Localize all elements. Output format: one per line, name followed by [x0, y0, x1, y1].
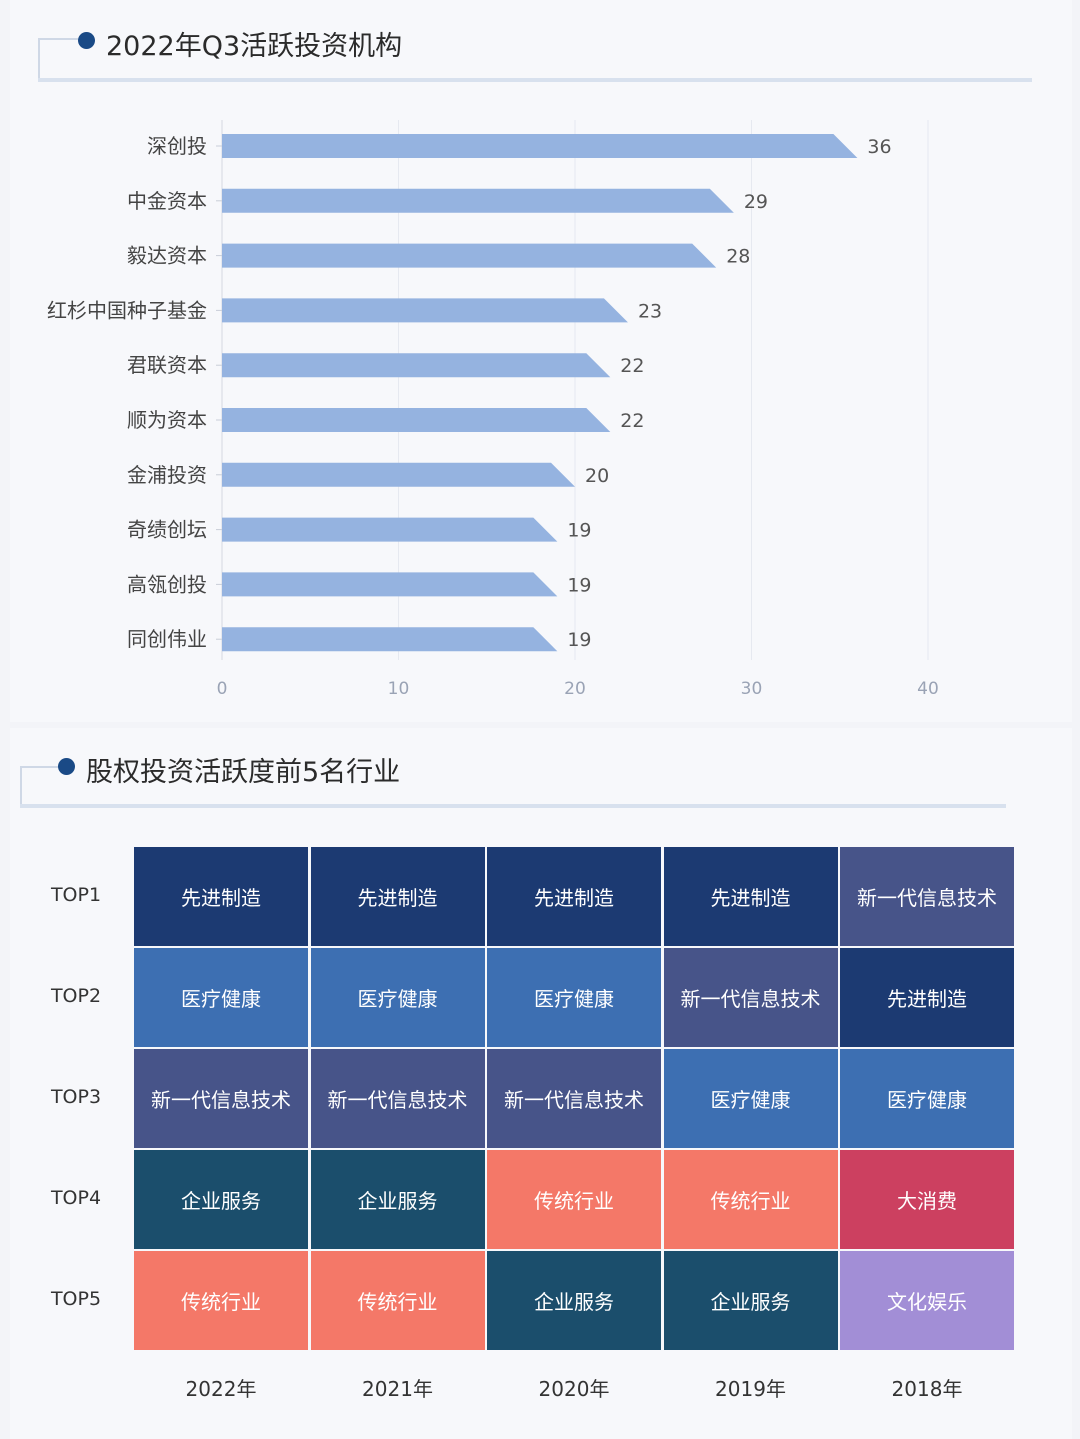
- bar-value-label: 22: [620, 355, 644, 377]
- y-category-label: 红杉中国种子基金: [47, 298, 207, 322]
- x-tick-label: 20: [564, 679, 586, 699]
- title-underline: [20, 804, 1006, 808]
- bar-value-label: 20: [585, 465, 609, 487]
- title-bracket-vertical: [38, 38, 40, 82]
- bar-value-label: 36: [867, 136, 891, 158]
- bar-chart-title: 2022年Q3活跃投资机构: [106, 31, 403, 62]
- y-category-label: 金浦投资: [127, 463, 207, 487]
- x-tick-label: 10: [388, 679, 410, 699]
- y-category-label: 同创伟业: [127, 627, 207, 651]
- title-bracket-top: [38, 38, 78, 40]
- bar: [222, 517, 558, 542]
- y-category-label: 顺为资本: [127, 408, 207, 432]
- heatmap-title: 股权投资活跃度前5名行业: [86, 757, 401, 788]
- title-bullet-icon: [58, 758, 75, 775]
- bar: [222, 134, 858, 158]
- y-category-label: 君联资本: [127, 353, 207, 377]
- y-category-label: 中金资本: [127, 189, 207, 213]
- heatmap-panel: [10, 728, 1072, 1439]
- y-category-label: 高瓴创投: [127, 572, 207, 596]
- bar-value-label: 19: [567, 629, 591, 651]
- bar-value-label: 29: [744, 191, 768, 213]
- x-tick-label: 30: [741, 679, 763, 699]
- title-bracket-top: [20, 766, 60, 768]
- bar: [222, 243, 717, 268]
- x-tick-label: 0: [217, 679, 228, 699]
- y-category-label: 毅达资本: [127, 244, 207, 268]
- title-bullet-icon: [78, 32, 95, 49]
- bar: [222, 462, 575, 487]
- title-bracket-vertical: [20, 766, 22, 808]
- bar: [222, 298, 628, 323]
- y-category-label: 奇绩创坛: [127, 518, 207, 542]
- bar: [222, 408, 611, 432]
- x-tick-label: 40: [917, 679, 939, 699]
- bar-value-label: 28: [726, 246, 750, 268]
- bar-chart: 0 10 20 30 40 深创投 36 中金资本 29 毅达资本 28 红杉中国种子基金 23 君联资…: [47, 120, 939, 699]
- bar-value-label: 19: [567, 574, 591, 596]
- bar-value-label: 22: [620, 410, 644, 432]
- y-category-label: 深创投: [147, 134, 207, 158]
- bar: [222, 353, 611, 378]
- bar: [222, 627, 558, 652]
- title-underline: [38, 78, 1032, 82]
- bar: [222, 188, 734, 213]
- bar-value-label: 19: [567, 520, 591, 542]
- bar: [222, 572, 558, 597]
- bar-value-label: 23: [638, 300, 662, 322]
